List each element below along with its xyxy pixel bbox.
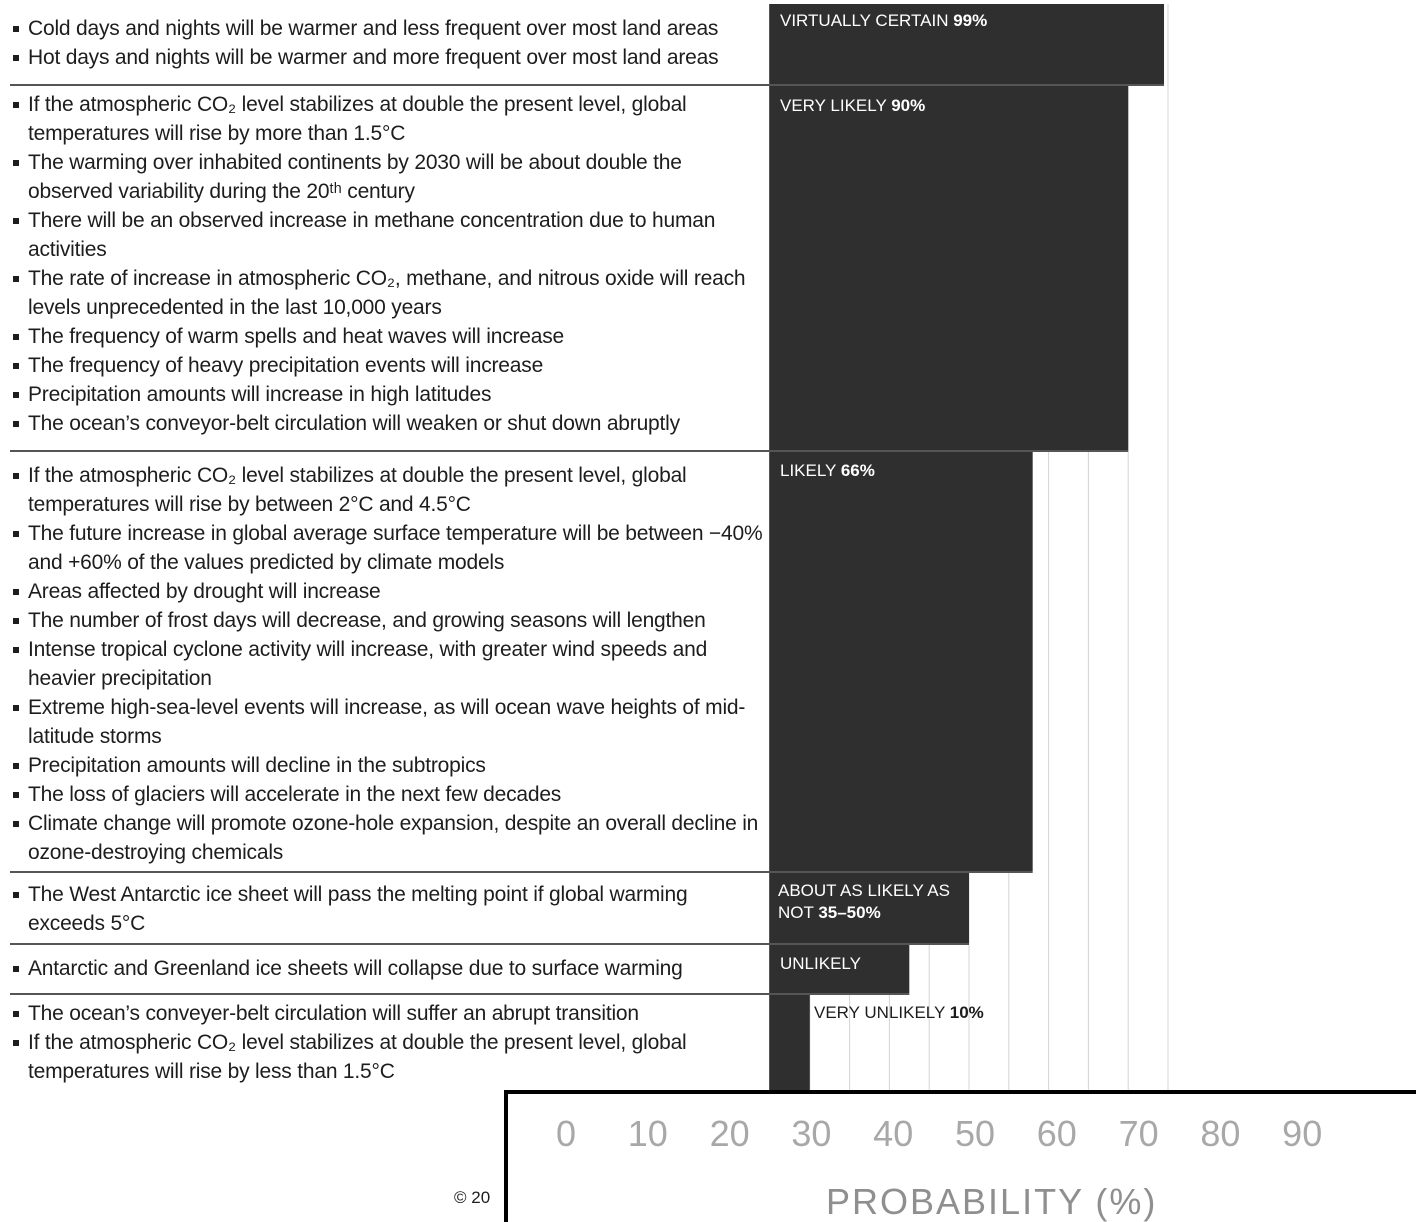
statement-group: Cold days and nights will be warmer and …: [12, 14, 764, 72]
statement-item: Cold days and nights will be warmer and …: [12, 14, 764, 43]
x-tick-label: 70: [1119, 1113, 1159, 1154]
x-tick-label: 10: [628, 1113, 668, 1154]
statement-item: Extreme high-sea-level events will incre…: [12, 693, 764, 751]
statement-item: Climate change will promote ozone-hole e…: [12, 809, 764, 867]
statement-item: Hot days and nights will be warmer and m…: [12, 43, 764, 72]
statement-item: The rate of increase in atmospheric CO₂,…: [12, 264, 764, 322]
bar-label: UNLIKELY: [780, 954, 861, 973]
statement-group: The ocean’s conveyer-belt circulation wi…: [12, 999, 764, 1086]
statement-item: The frequency of heavy precipitation eve…: [12, 351, 764, 380]
bar: [770, 945, 910, 993]
statement-item: The future increase in global average su…: [12, 519, 764, 577]
statement-item: If the atmospheric CO₂ level stabilizes …: [12, 461, 764, 519]
x-tick-label: 30: [791, 1113, 831, 1154]
x-tick-label: 60: [1037, 1113, 1077, 1154]
bar: [770, 995, 810, 1090]
statement-item: Intense tropical cyclone activity will i…: [12, 635, 764, 693]
statement-group: Antarctic and Greenland ice sheets will …: [12, 954, 764, 983]
statement-group: If the atmospheric CO₂ level stabilizes …: [12, 461, 764, 867]
statement-item: Areas affected by drought will increase: [12, 577, 764, 606]
x-tick-label: 80: [1200, 1113, 1240, 1154]
x-axis: 0 10 20 30 40 50 60 70 80 90 PROBABILITY (%): [556, 1113, 1322, 1222]
statement-item: The ocean’s conveyor-belt circulation wi…: [12, 409, 764, 438]
copyright-text: © 20: [454, 1188, 491, 1207]
bar-label: VERY UNLIKELY 10%: [814, 1003, 984, 1022]
statement-group: The West Antarctic ice sheet will pass t…: [12, 880, 764, 938]
bar-label: VIRTUALLY CERTAIN 99%: [780, 11, 987, 30]
statement-item: If the atmospheric CO₂ level stabilizes …: [12, 1028, 764, 1086]
statement-item: The ocean’s conveyer-belt circulation wi…: [12, 999, 764, 1028]
axis-panel: 0 10 20 30 40 50 60 70 80 90 PROBABILITY (%): [504, 1090, 1416, 1222]
x-axis-title: PROBABILITY (%): [826, 1181, 1157, 1222]
statement-item: Precipitation amounts will increase in h…: [12, 380, 764, 409]
statement-item: The West Antarctic ice sheet will pass t…: [12, 880, 764, 938]
x-tick-label: 90: [1282, 1113, 1322, 1154]
x-tick-label: 40: [873, 1113, 913, 1154]
x-tick-label: 20: [710, 1113, 750, 1154]
x-tick-label: 0: [556, 1113, 576, 1154]
statement-item: The number of frost days will decrease, …: [12, 606, 764, 635]
statement-item: Precipitation amounts will decline in th…: [12, 751, 764, 780]
bar-label: ABOUT AS LIKELY AS NOT 35–50%: [778, 881, 950, 922]
statement-item: The loss of glaciers will accelerate in …: [12, 780, 764, 809]
statement-item: The warming over inhabited continents by…: [12, 148, 764, 206]
statement-item: Antarctic and Greenland ice sheets will …: [12, 954, 764, 983]
x-axis-ticks: 0 10 20 30 40 50 60 70 80 90: [556, 1113, 1322, 1154]
statement-item: If the atmospheric CO₂ level stabilizes …: [12, 90, 764, 148]
statement-item: The frequency of warm spells and heat wa…: [12, 322, 764, 351]
bar: [770, 452, 1033, 871]
bar-label: LIKELY 66%: [780, 461, 875, 480]
bar-label: VERY LIKELY 90%: [780, 96, 925, 115]
bar: [770, 873, 969, 943]
x-tick-label: 50: [955, 1113, 995, 1154]
bar: [770, 4, 1165, 84]
statement-item: There will be an observed increase in me…: [12, 206, 764, 264]
bar: [770, 86, 1129, 450]
statement-group: If the atmospheric CO₂ level stabilizes …: [12, 90, 764, 438]
